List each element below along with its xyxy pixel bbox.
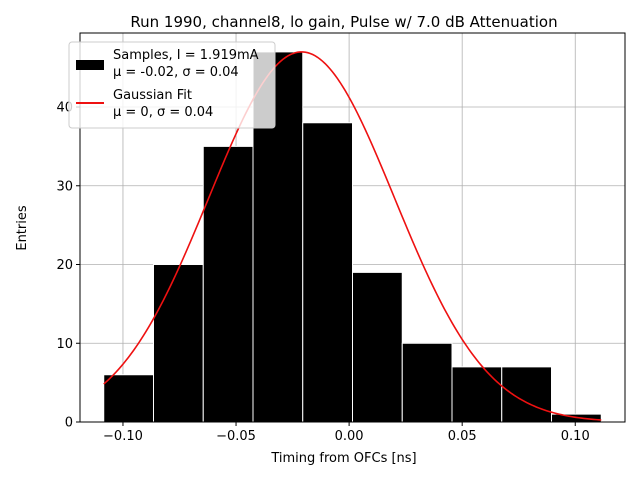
y-tick-label-3: 30 — [56, 179, 73, 194]
y-tick-label-0: 0 — [65, 416, 73, 431]
gaussian-fit-curve — [103, 51, 602, 421]
legend-samples-line2: μ = -0.02, σ = 0.04 — [113, 65, 239, 80]
y-tick-label-1: 10 — [56, 337, 73, 352]
histogram-bar-0 — [103, 374, 154, 423]
histogram-bar-6 — [401, 342, 453, 423]
histogram-bar-5 — [352, 271, 403, 423]
histogram-bar-8 — [501, 366, 553, 423]
plot-frame — [79, 32, 626, 423]
chart-title: Run 1990, channel8, lo gain, Pulse w/ 7.… — [130, 13, 557, 31]
y-axis-label: Entries — [15, 205, 30, 251]
legend: Samples, I = 1.919mA μ = -0.02, σ = 0.04… — [68, 41, 276, 129]
x-axis-ticks: −0.10 −0.05 0.00 0.05 0.10 — [103, 422, 590, 444]
legend-samples-swatch — [76, 60, 104, 70]
x-tick-label-2: 0.00 — [335, 429, 364, 444]
legend-box — [68, 41, 276, 129]
y-tick-label-2: 20 — [56, 258, 73, 273]
histogram-bar-4 — [302, 122, 353, 423]
legend-fit-line2: μ = 0, σ = 0.04 — [113, 105, 213, 120]
x-tick-label-4: 0.10 — [561, 429, 590, 444]
x-tick-label-1: −0.05 — [216, 429, 256, 444]
histogram-bar-2 — [202, 145, 254, 423]
x-tick-label-0: −0.10 — [103, 429, 143, 444]
x-tick-label-3: 0.05 — [448, 429, 477, 444]
x-axis-label: Timing from OFCs [ns] — [270, 451, 416, 466]
histogram-bar-1 — [152, 264, 204, 423]
legend-fit-line1: Gaussian Fit — [113, 88, 192, 103]
gaussian-fit — [103, 51, 602, 421]
legend-samples-line1: Samples, I = 1.919mA — [113, 48, 259, 63]
histogram-bar-7 — [451, 366, 503, 423]
